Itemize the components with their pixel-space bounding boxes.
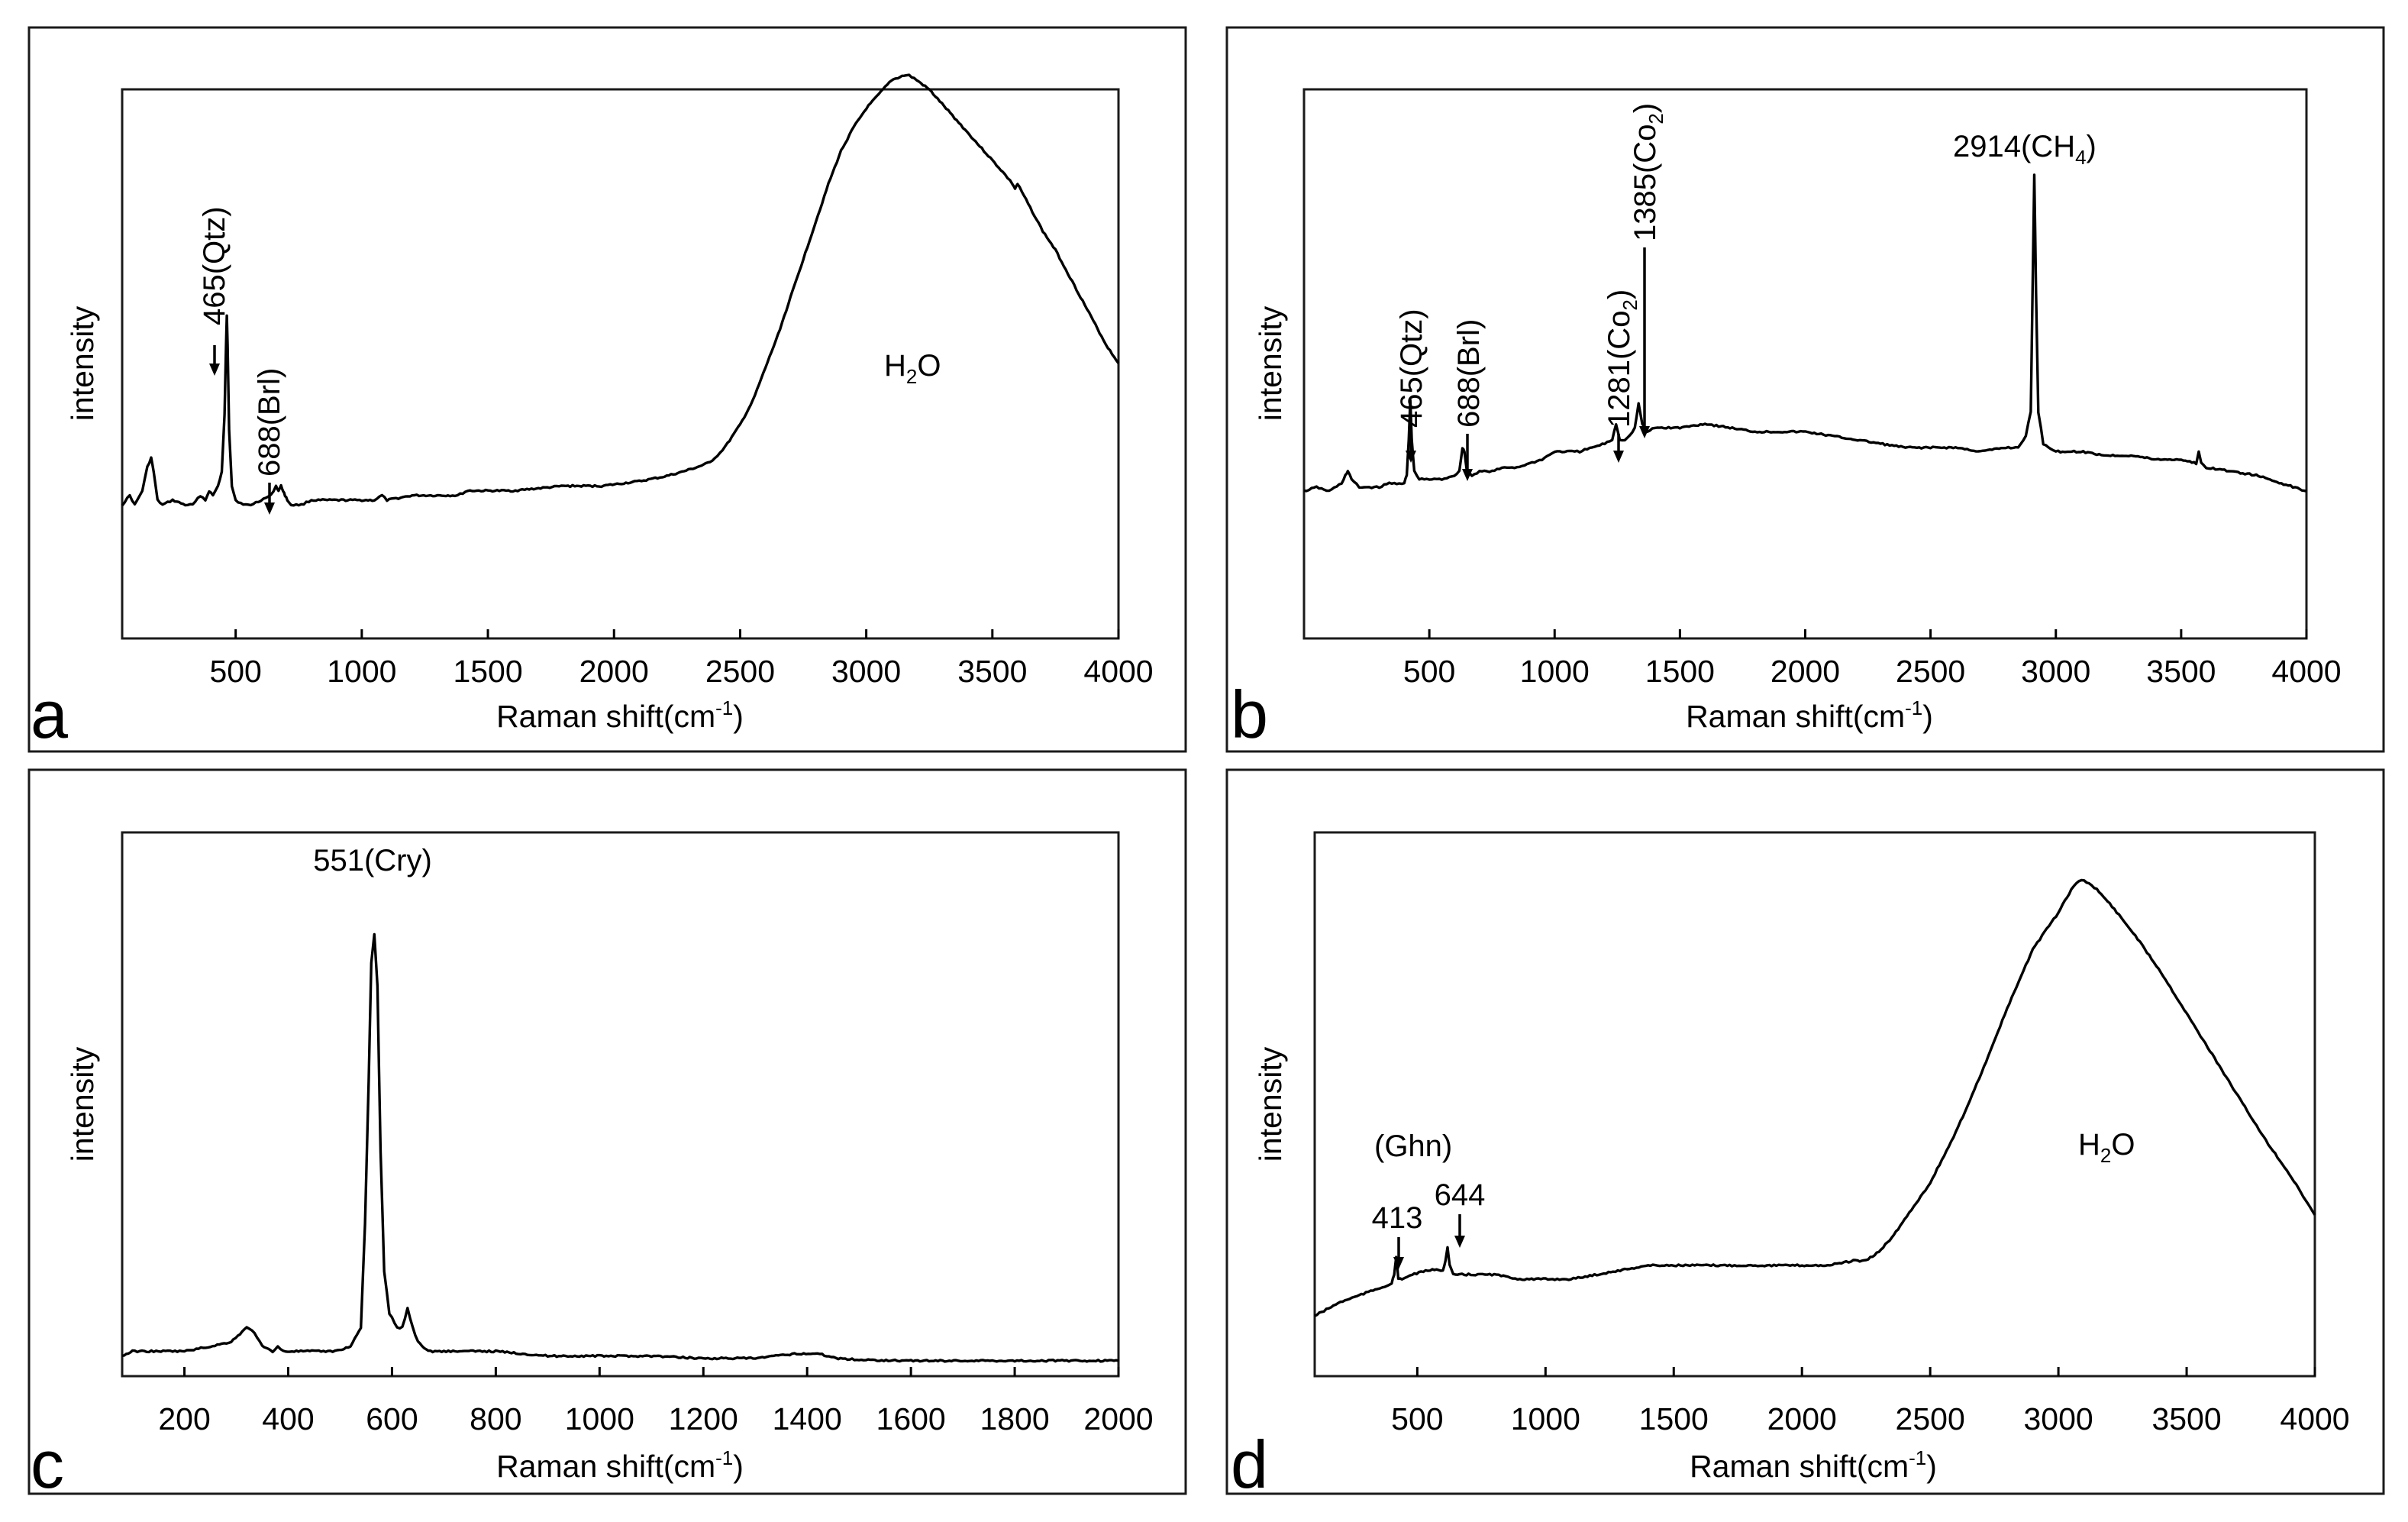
x-tick-label: 4000 xyxy=(2271,654,2341,689)
panel-b-annotation-1281-co2: 1281(Co2) xyxy=(1603,289,1641,463)
x-tick-label: 500 xyxy=(209,654,261,689)
panel-a-y-axis-label: intensity xyxy=(65,305,100,421)
x-tick-label: 2500 xyxy=(705,654,775,689)
x-tick-label: 1500 xyxy=(453,654,522,689)
panel-a-letter: a xyxy=(31,677,68,752)
panel-d-x-ticks: 500 1000 1500 2000 2500 3000 3500 4000 xyxy=(1391,1367,2350,1436)
panel-b-y-axis-label: intensity xyxy=(1253,305,1288,421)
panel-c-plot-area xyxy=(121,831,1120,1378)
annotation-arrowhead xyxy=(209,364,220,376)
panel-d-annotation-413: 413 xyxy=(1372,1201,1423,1269)
panel-d-frame xyxy=(1225,768,2385,1495)
panel-c-x-ticks: 200 400 600 800 1000 1200 1400 1600 1800 2000 xyxy=(158,1367,1154,1436)
x-tick-label: 1000 xyxy=(327,654,396,689)
x-tick-label: 2000 xyxy=(579,654,649,689)
panel-b-x-axis-label: Raman shift(cm-1) xyxy=(1686,696,1933,734)
annotation-label: 1385(Co2) xyxy=(1628,103,1667,241)
panel-d-spectrum-line xyxy=(1314,878,2316,1317)
x-tick-label: 3000 xyxy=(2021,654,2090,689)
panel-d: 500 1000 1500 2000 2500 3000 3500 4000 Raman sh… xyxy=(1225,768,2385,1502)
x-tick-label: 1500 xyxy=(1639,1401,1709,1436)
panel-d-y-axis-label: intensity xyxy=(1253,1046,1288,1162)
x-tick-label: 3000 xyxy=(831,654,901,689)
panel-a-annotation-465-qtz: 465(Qtz) xyxy=(198,206,231,376)
x-tick-label: 3500 xyxy=(2146,654,2216,689)
x-tick-label: 800 xyxy=(470,1401,521,1436)
x-tick-label: 1000 xyxy=(1511,1401,1580,1436)
x-tick-label: 200 xyxy=(158,1401,210,1436)
panel-d-annotation-h2o: H2O xyxy=(2078,1128,2135,1167)
annotation-arrowhead xyxy=(1406,451,1416,463)
x-tick-label: 500 xyxy=(1403,654,1455,689)
panel-c-spectrum-line xyxy=(121,932,1119,1363)
annotation-arrowhead xyxy=(1613,451,1624,463)
x-tick-label: 3500 xyxy=(2151,1401,2221,1436)
panel-a-plot-area xyxy=(121,88,1120,640)
panel-b-annotation-465-qtz: 465(Qtz) xyxy=(1395,309,1428,463)
x-tick-label: 2000 xyxy=(1770,654,1840,689)
annotation-arrowhead xyxy=(1393,1257,1404,1269)
x-tick-label: 3500 xyxy=(957,654,1027,689)
x-tick-label: 600 xyxy=(366,1401,418,1436)
x-tick-label: 1000 xyxy=(565,1401,634,1436)
x-tick-label: 2500 xyxy=(1896,1401,1965,1436)
panel-b-frame xyxy=(1225,26,2385,753)
x-tick-label: 500 xyxy=(1391,1401,1443,1436)
panel-b-annotation-2914-ch4: 2914(CH4) xyxy=(1953,130,2097,169)
panel-a-spectrum-line xyxy=(121,73,1120,507)
x-tick-label: 2500 xyxy=(1896,654,1965,689)
panel-d-plot-area xyxy=(1313,831,2316,1378)
x-tick-label: 1400 xyxy=(773,1401,842,1436)
panel-b-annotation-688-brl: 688(Brl) xyxy=(1452,319,1486,481)
panel-b-spectrum-line xyxy=(1303,173,2307,493)
x-tick-label: 1600 xyxy=(876,1401,946,1436)
panel-c-letter: c xyxy=(31,1427,64,1502)
annotation-arrowhead xyxy=(1639,426,1650,438)
panel-c-annotation-551-cry: 551(Cry) xyxy=(313,844,432,877)
annotation-label: 688(Brl) xyxy=(1452,319,1486,428)
panel-b-annotation-1385-co2: 1385(Co2) xyxy=(1628,103,1667,438)
panel-b: 500 1000 1500 2000 2500 3000 3500 4000 Raman sh… xyxy=(1225,26,2385,753)
x-tick-label: 3000 xyxy=(2023,1401,2093,1436)
panel-d-x-axis-label: Raman shift(cm-1) xyxy=(1690,1446,1937,1484)
panel-c: 200 400 600 800 1000 1200 1400 1600 1800 2000 Ram… xyxy=(27,768,1187,1502)
annotation-arrowhead xyxy=(1454,1236,1465,1248)
panel-a: 500 1000 1500 2000 2500 3000 3500 4000 Raman sh… xyxy=(27,26,1187,753)
annotation-label: 688(Brl) xyxy=(253,368,286,477)
annotation-label: 465(Qtz) xyxy=(198,206,231,325)
x-tick-label: 2000 xyxy=(1767,1401,1837,1436)
x-tick-label: 2000 xyxy=(1083,1401,1153,1436)
x-tick-label: 1000 xyxy=(1520,654,1590,689)
panel-b-x-ticks: 500 1000 1500 2000 2500 3000 3500 4000 xyxy=(1403,629,2342,689)
panel-c-frame xyxy=(27,768,1187,1495)
panel-d-annotation-644: 644 xyxy=(1435,1178,1486,1248)
x-tick-label: 400 xyxy=(262,1401,314,1436)
annotation-arrowhead xyxy=(264,502,275,515)
panel-c-y-axis-label: intensity xyxy=(65,1046,100,1162)
panel-a-x-ticks: 500 1000 1500 2000 2500 3000 3500 4000 xyxy=(209,629,1154,689)
panel-d-letter: d xyxy=(1231,1427,1268,1502)
annotation-label: 465(Qtz) xyxy=(1395,309,1428,428)
panel-b-letter: b xyxy=(1231,677,1268,752)
panel-a-frame xyxy=(27,26,1187,753)
x-tick-label: 4000 xyxy=(2280,1401,2349,1436)
panel-d-annotation-ghn: (Ghn) xyxy=(1374,1129,1452,1163)
panel-a-annotation-688-brl: 688(Brl) xyxy=(253,368,286,515)
annotation-label: 644 xyxy=(1435,1178,1486,1212)
panel-a-annotation-h2o: H2O xyxy=(884,349,941,388)
panel-c-x-axis-label: Raman shift(cm-1) xyxy=(496,1446,744,1484)
panel-a-x-axis-label: Raman shift(cm-1) xyxy=(496,696,744,734)
x-tick-label: 4000 xyxy=(1083,654,1153,689)
x-tick-label: 1200 xyxy=(669,1401,738,1436)
x-tick-label: 1500 xyxy=(1645,654,1715,689)
x-tick-label: 1800 xyxy=(980,1401,1049,1436)
annotation-arrowhead xyxy=(1462,469,1473,481)
annotation-label: 413 xyxy=(1372,1201,1423,1235)
annotation-label: 1281(Co2) xyxy=(1603,289,1641,428)
